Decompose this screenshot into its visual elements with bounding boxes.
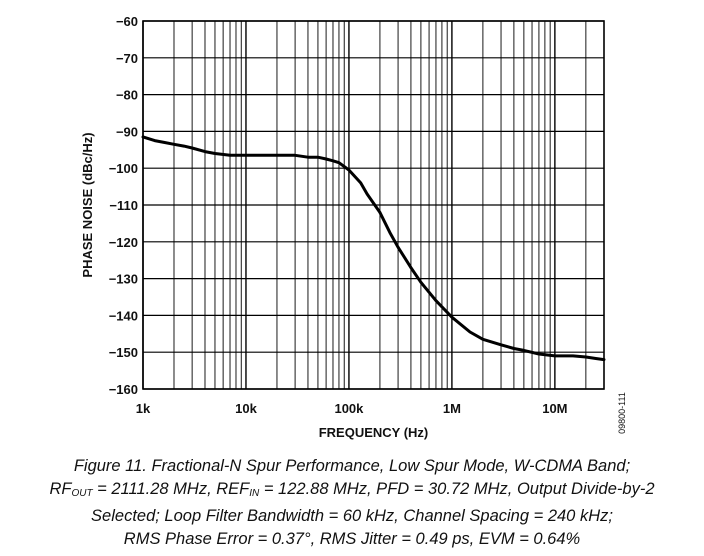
caption-line-1: Figure 11. Fractional-N Spur Performance… xyxy=(73,457,631,475)
x-axis-label: FREQUENCY (Hz) xyxy=(319,425,429,440)
caption-mid: = 2111.28 MHz, REF xyxy=(92,479,250,498)
y-tick-label: −70 xyxy=(116,51,138,66)
y-tick-label: −90 xyxy=(116,124,138,139)
x-tick-label: 10k xyxy=(235,401,257,416)
y-tick-label: −130 xyxy=(109,272,138,287)
phase-noise-series-line xyxy=(141,135,606,362)
caption-ref-subscript: IN xyxy=(249,487,260,499)
figure-id: 09800-111 xyxy=(617,392,627,434)
figure-caption: Figure 11. Fractional-N Spur Performance… xyxy=(0,455,704,550)
x-tick-label: 1M xyxy=(443,401,461,416)
x-tick-label: 10M xyxy=(542,401,567,416)
y-tick-label: −140 xyxy=(109,308,138,323)
y-tick-label: −110 xyxy=(109,198,138,213)
y-tick-label: −60 xyxy=(116,14,138,29)
phase-noise-chart: −60 −70 −80 −90 −100 −110 −120 −130 −140 −150 −160… xyxy=(80,14,627,440)
y-tick-labels: −60 −70 −80 −90 −100 −110 −120 −130 −140 −150 −160 xyxy=(109,14,138,397)
caption-line-4: RMS Phase Error = 0.37°, RMS Jitter = 0.… xyxy=(123,529,581,548)
caption-rf-subscript: OUT xyxy=(71,487,93,499)
caption-line-3: Selected; Loop Filter Bandwidth = 60 kHz… xyxy=(91,507,613,525)
caption-rf: RF xyxy=(49,479,72,498)
y-tick-label: −120 xyxy=(109,235,138,250)
x-tick-label: 1k xyxy=(136,401,151,416)
plot-frame xyxy=(142,20,605,390)
y-tick-label: −150 xyxy=(109,345,138,360)
caption-rest: = 122.88 MHz, PFD = 30.72 MHz, Output Di… xyxy=(259,479,655,498)
y-tick-label: −80 xyxy=(116,88,138,103)
y-tick-label: −100 xyxy=(109,161,138,176)
y-axis-label: PHASE NOISE (dBc/Hz) xyxy=(80,132,95,277)
x-tick-label: 100k xyxy=(334,401,364,416)
y-tick-label: −160 xyxy=(109,382,138,397)
x-tick-labels: 1k 10k 100k 1M 10M xyxy=(136,401,568,416)
caption-line-2: RFOUT = 2111.28 MHz, REFIN = 122.88 MHz,… xyxy=(0,478,704,506)
